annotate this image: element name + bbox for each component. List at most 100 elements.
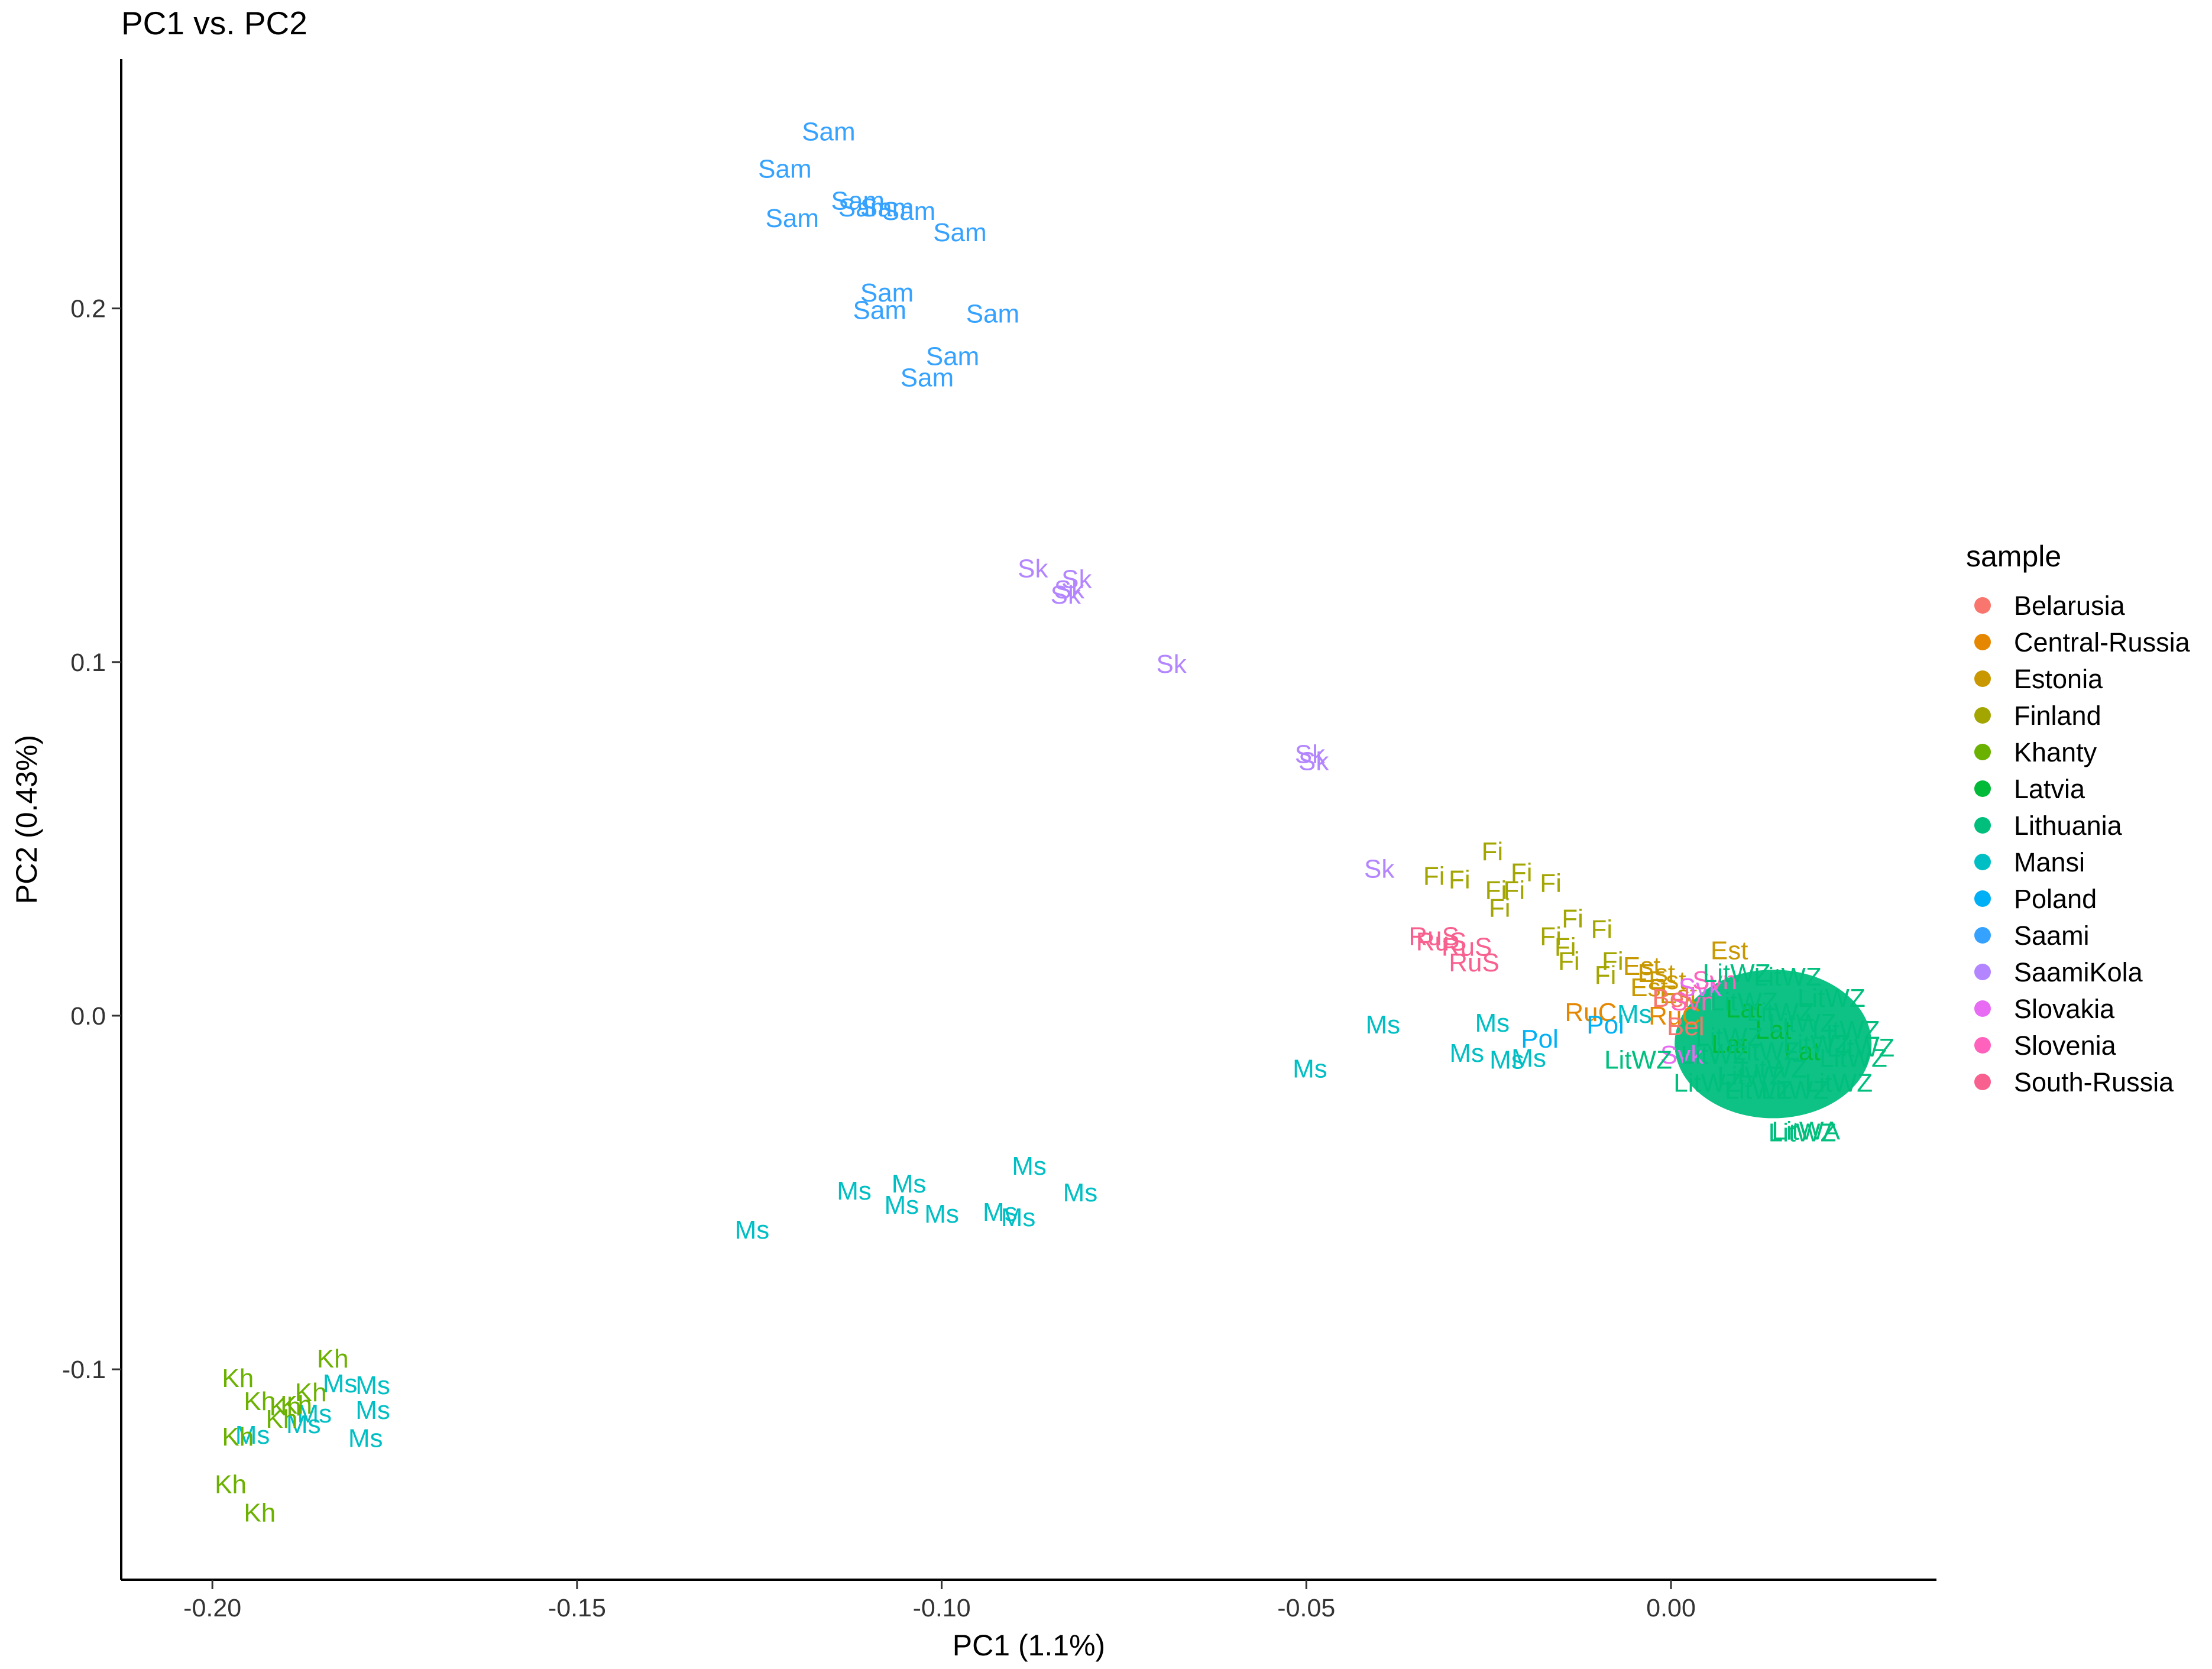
point-label-khanty: Kh <box>244 1498 276 1527</box>
y-axis-title: PC2 (0.43%) <box>10 735 43 904</box>
point-label-saami: Sam <box>933 218 986 247</box>
point-label-lithuania: LitWZ <box>1819 1044 1887 1073</box>
legend-swatch <box>1974 780 1991 797</box>
point-label-central-russia: RuC <box>1649 1002 1701 1030</box>
legend-swatch <box>1974 744 1991 760</box>
legend: sample Belarusia Central-Russia Estonia Fin… <box>1966 540 2191 1097</box>
point-label-khanty: Kh <box>215 1470 247 1499</box>
point-label-mansi: Ms <box>355 1396 390 1425</box>
point-label-saami: Sam <box>901 363 954 392</box>
point-label-lithuania: LitWZ <box>1725 1076 1793 1105</box>
x-tick-label: 0.00 <box>1646 1594 1696 1622</box>
point-label-latvia: Lat <box>1755 1016 1791 1045</box>
point-label-mansi: Ms <box>837 1177 872 1205</box>
point-label-mansi: Ms <box>323 1369 358 1398</box>
point-label-finland: Fi <box>1595 961 1617 990</box>
legend-label: Khanty <box>2014 737 2097 767</box>
point-label-finland: Fi <box>1489 894 1511 923</box>
point-label-poland: Pol <box>1586 1010 1624 1039</box>
point-label-lithuania: LitWZ <box>1717 1062 1785 1091</box>
legend-swatch <box>1974 854 1991 870</box>
point-label-finland: Fi <box>1554 932 1576 961</box>
point-label-saamikola: Sk <box>1298 747 1329 776</box>
point-label-belarusia: Bel <box>1667 1012 1705 1041</box>
point-label-lithuania: LitWZ <box>1681 1041 1749 1070</box>
point-label-saami: Sam <box>802 118 855 147</box>
point-label-finland: Fi <box>1540 869 1562 898</box>
legend-title: sample <box>1966 540 2061 573</box>
point-label-saami: Sam <box>860 193 914 222</box>
point-label-saami: Sam <box>882 197 935 226</box>
legend-swatch <box>1974 670 1991 687</box>
legend-label: Mansi <box>2014 847 2085 877</box>
legend-label: Slovenia <box>2014 1030 2117 1061</box>
point-label-finland: Fi <box>1511 858 1533 887</box>
point-label-lithuania: LitWZ <box>1739 1055 1807 1084</box>
x-tick-label: -0.15 <box>548 1594 606 1622</box>
point-label-south-russia: RuS <box>1416 927 1467 956</box>
y-tick-label: 0.2 <box>70 295 106 323</box>
point-label-slovakia: Svk <box>1660 1041 1704 1070</box>
point-label-saami: Sam <box>860 278 914 307</box>
legend-swatch <box>1974 817 1991 834</box>
legend-swatch <box>1974 927 1991 944</box>
legend-swatch <box>1974 1000 1991 1017</box>
point-label-finland: Fi <box>1504 876 1526 905</box>
point-label-estonia: Est <box>1630 973 1668 1002</box>
point-label-khanty: Kh <box>280 1391 312 1420</box>
point-label-finland: Fi <box>1449 866 1471 895</box>
point-label-mansi: Ms <box>1489 1046 1524 1075</box>
point-label-lithuania: LitWZ <box>1805 1069 1873 1098</box>
legend-swatch <box>1974 964 1991 980</box>
y-tick-label: 0.0 <box>70 1002 106 1030</box>
point-label-estonia: Est <box>1623 952 1661 981</box>
point-label-mansi: Ms <box>1449 1039 1484 1068</box>
point-label-saami: Sam <box>838 193 892 222</box>
point-label-central-russia: RuC <box>1565 998 1617 1027</box>
point-label-mansi: Ms <box>1475 1009 1510 1038</box>
legend-label: South-Russia <box>2014 1067 2174 1097</box>
legend-swatch <box>1974 890 1991 907</box>
legend-label: Central-Russia <box>2014 627 2191 657</box>
point-label-mansi: Ms <box>1617 1000 1652 1029</box>
point-label-saamikola: Sk <box>1018 554 1048 583</box>
point-label-latvia: Lat <box>1784 1037 1820 1066</box>
point-label-lithuania: LitWZ <box>1812 1016 1880 1045</box>
point-label-finland: Fi <box>1591 915 1613 944</box>
legend-swatch <box>1974 1074 1991 1090</box>
point-label-khanty: Kh <box>295 1378 327 1407</box>
point-label-mansi: Ms <box>286 1410 321 1439</box>
chart-title: PC1 vs. PC2 <box>121 5 307 41</box>
point-label-lithuania: LitWZ <box>1747 998 1815 1027</box>
x-tick-label: -0.05 <box>1277 1594 1335 1622</box>
point-label-mansi: Ms <box>1511 1044 1546 1073</box>
point-label-lithuania: LitWZ <box>1798 984 1866 1013</box>
legend-label: Slovakia <box>2014 994 2115 1024</box>
legend-label: Latvia <box>2014 774 2085 804</box>
point-label-saamikola: Sk <box>1054 575 1085 604</box>
point-label-finland: Fi <box>1602 947 1624 976</box>
point-label-latvia: Lat <box>1711 1030 1747 1059</box>
point-label-mansi: Ms <box>1063 1178 1098 1207</box>
point-label-slovakia: Svk <box>1679 973 1722 1002</box>
point-label-latvia: Lat <box>1726 994 1762 1023</box>
point-label-lithuania: LitWA <box>1771 1116 1840 1145</box>
point-label-estonia: Est <box>1660 980 1698 1009</box>
point-label-lithuania: LitWZ <box>1769 1009 1837 1038</box>
point-label-lithuania: LitWZ <box>1754 962 1822 991</box>
point-label-finland: Fi <box>1482 837 1504 866</box>
point-label-saamikola: Sk <box>1295 740 1326 769</box>
legend-label: Finland <box>2014 701 2101 731</box>
point-label-finland: Fi <box>1562 904 1583 933</box>
point-label-estonia: Est <box>1711 936 1748 965</box>
point-label-khanty: Kh <box>222 1422 254 1451</box>
y-tick-label: 0.1 <box>70 649 106 677</box>
y-tick-label: -0.1 <box>62 1356 106 1384</box>
legend-swatch <box>1974 634 1991 650</box>
x-tick-label: -0.10 <box>913 1594 971 1622</box>
point-label-mansi: Ms <box>924 1200 959 1229</box>
point-label-finland: Fi <box>1423 862 1445 891</box>
point-label-lithuania: LitWZ <box>1695 1023 1763 1052</box>
